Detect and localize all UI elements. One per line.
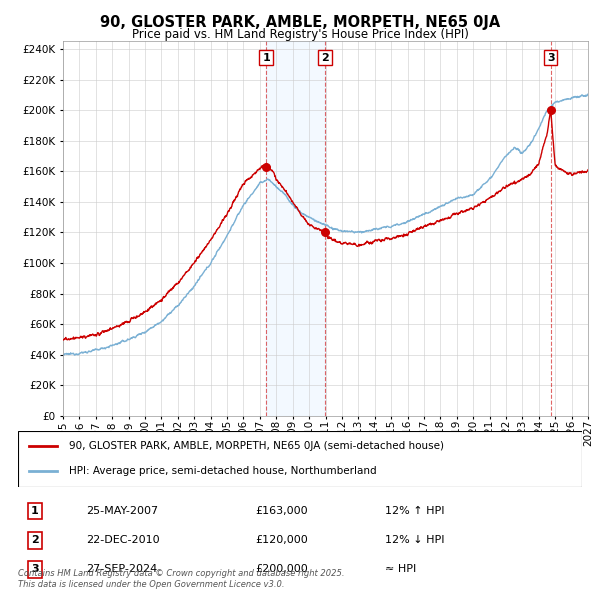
Text: £120,000: £120,000 xyxy=(255,535,308,545)
Text: 2: 2 xyxy=(321,53,329,63)
Text: Price paid vs. HM Land Registry's House Price Index (HPI): Price paid vs. HM Land Registry's House … xyxy=(131,28,469,41)
Text: £163,000: £163,000 xyxy=(255,506,308,516)
Bar xyxy=(266,41,325,416)
Text: 1: 1 xyxy=(262,53,270,63)
Text: 12% ↓ HPI: 12% ↓ HPI xyxy=(385,535,444,545)
Text: 25-MAY-2007: 25-MAY-2007 xyxy=(86,506,158,516)
Text: 3: 3 xyxy=(31,565,39,575)
Text: £200,000: £200,000 xyxy=(255,565,308,575)
Text: 3: 3 xyxy=(547,53,554,63)
Point xyxy=(262,162,271,172)
Bar xyxy=(551,41,588,416)
Text: Contains HM Land Registry data © Crown copyright and database right 2025.
This d: Contains HM Land Registry data © Crown c… xyxy=(18,569,344,589)
Point xyxy=(320,228,330,237)
Bar xyxy=(551,41,588,416)
Text: 90, GLOSTER PARK, AMBLE, MORPETH, NE65 0JA (semi-detached house): 90, GLOSTER PARK, AMBLE, MORPETH, NE65 0… xyxy=(69,441,444,451)
Text: 22-DEC-2010: 22-DEC-2010 xyxy=(86,535,160,545)
Point xyxy=(546,106,556,115)
Text: 12% ↑ HPI: 12% ↑ HPI xyxy=(385,506,444,516)
Text: HPI: Average price, semi-detached house, Northumberland: HPI: Average price, semi-detached house,… xyxy=(69,466,376,476)
Text: 1: 1 xyxy=(31,506,39,516)
Text: 90, GLOSTER PARK, AMBLE, MORPETH, NE65 0JA: 90, GLOSTER PARK, AMBLE, MORPETH, NE65 0… xyxy=(100,15,500,30)
Text: ≈ HPI: ≈ HPI xyxy=(385,565,416,575)
Text: 27-SEP-2024: 27-SEP-2024 xyxy=(86,565,157,575)
Text: 2: 2 xyxy=(31,535,39,545)
